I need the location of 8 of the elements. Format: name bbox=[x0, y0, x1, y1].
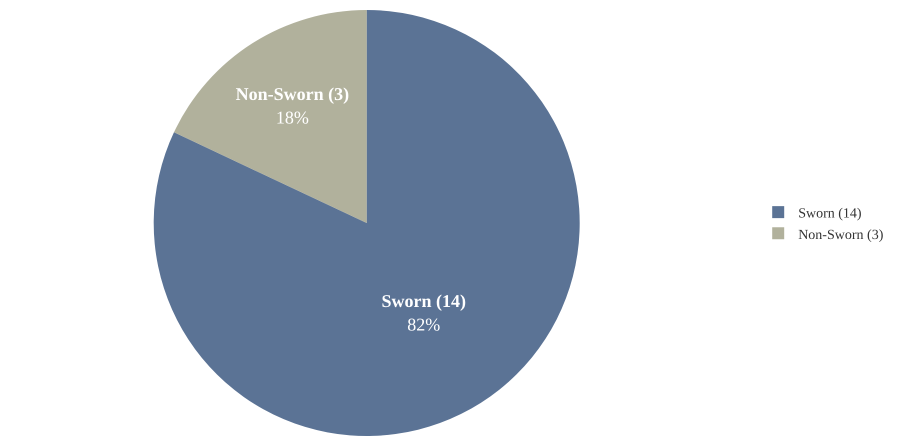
legend-label: Non-Sworn (3) bbox=[798, 228, 884, 243]
legend-label: Sworn (14) bbox=[798, 206, 862, 222]
pie-slice bbox=[154, 10, 580, 436]
data-label: 18% bbox=[276, 108, 309, 128]
data-label: 82% bbox=[407, 314, 440, 335]
slice-label: Sworn (14) bbox=[382, 291, 466, 312]
slice-label: Non-Sworn (3) bbox=[236, 84, 350, 104]
pie-slice bbox=[174, 10, 367, 223]
